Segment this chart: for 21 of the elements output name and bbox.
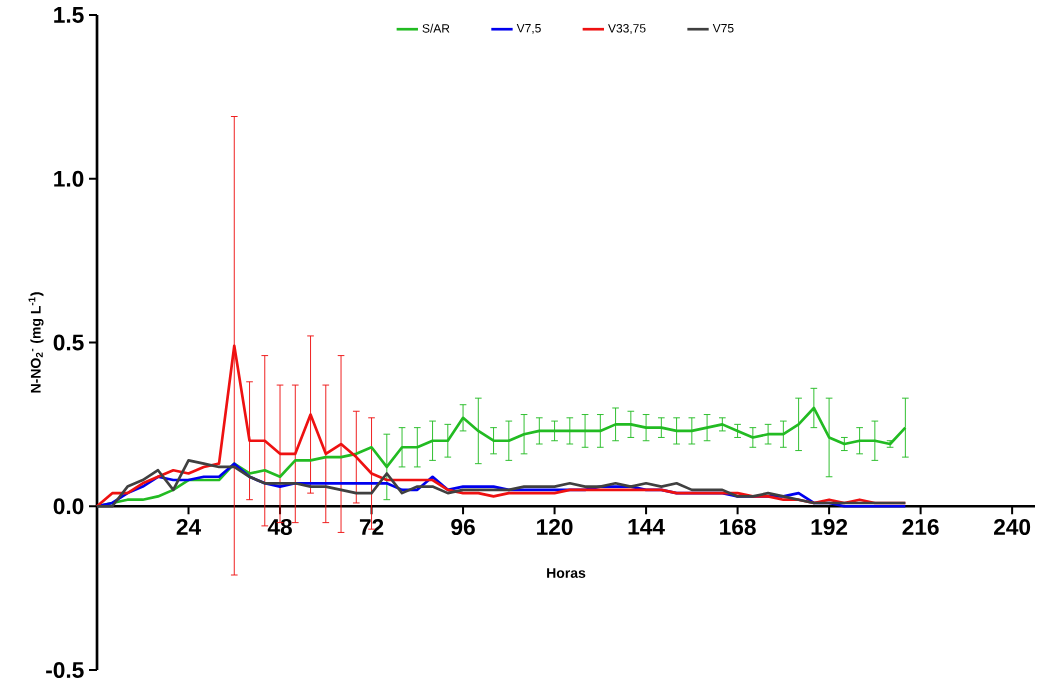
- x-tick-label: 120: [537, 518, 573, 535]
- y-tick-label: 0.5: [53, 334, 84, 351]
- x-tick-label: 144: [628, 518, 665, 535]
- legend-label: V75: [712, 24, 734, 33]
- x-tick-label: 48: [267, 518, 292, 535]
- y-axis-title: N-NO$_{2}$$^{-}$ (mg L$^{-1}$): [28, 292, 44, 393]
- y-tick-label: 0.0: [53, 498, 84, 515]
- x-tick-label: 240: [994, 518, 1031, 535]
- x-tick-label: 192: [811, 518, 848, 535]
- y-tick-label: -0.5: [46, 661, 84, 679]
- x-tick-label: 96: [451, 518, 475, 535]
- legend-label: S/AR: [422, 23, 450, 33]
- legend-label: V7,5: [516, 24, 541, 34]
- x-axis-title: Horas: [547, 568, 586, 578]
- x-tick-label: 24: [176, 518, 201, 535]
- x-tick-label: 216: [902, 518, 939, 535]
- legend-label: V33,75: [608, 24, 646, 34]
- x-tick-label: 168: [720, 518, 756, 535]
- y-tick-label: 1.0: [54, 170, 84, 187]
- x-tick-label: 72: [359, 518, 384, 535]
- y-tick-label: 1.5: [54, 7, 84, 23]
